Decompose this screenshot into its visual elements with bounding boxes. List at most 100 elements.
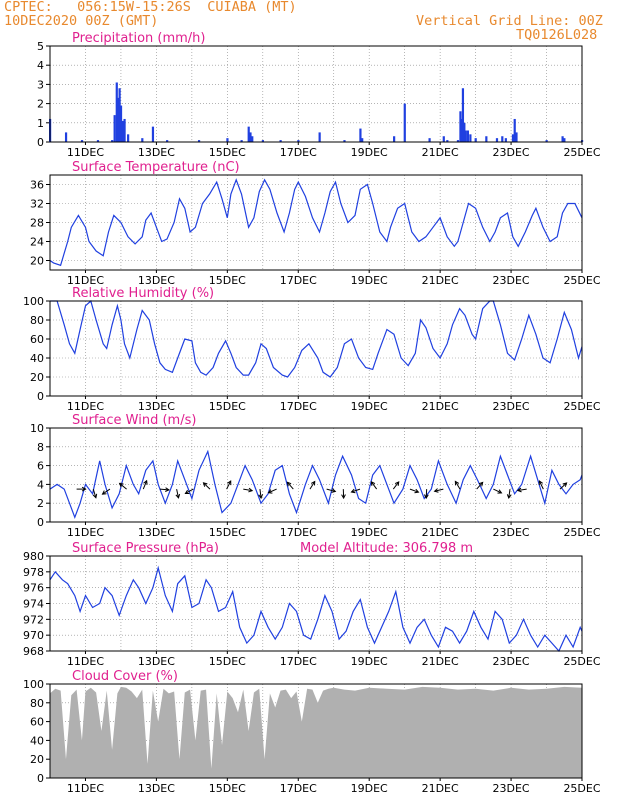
x-tick-label: 11DEC xyxy=(67,782,104,795)
precip-bar xyxy=(240,140,243,142)
y-tick-label: 0 xyxy=(37,772,44,785)
x-tick-label: 21DEC xyxy=(422,655,459,668)
series-line xyxy=(49,178,583,267)
x-tick-label: 25DEC xyxy=(563,146,600,159)
wind-arrow xyxy=(370,481,378,490)
wind-arrow-head xyxy=(258,494,263,500)
x-tick-label: 17DEC xyxy=(280,274,317,287)
y-tick-label: 100 xyxy=(23,295,44,308)
x-tick-label: 15DEC xyxy=(209,274,246,287)
x-tick-label: 17DEC xyxy=(280,526,317,539)
x-tick-label: 19DEC xyxy=(351,146,388,159)
wind-arrow-head xyxy=(562,482,568,487)
precip-bar xyxy=(111,140,114,142)
wind-arrow xyxy=(243,488,253,492)
y-tick-label: 2 xyxy=(37,98,44,111)
y-tick-label: 60 xyxy=(30,333,44,346)
x-tick-label: 25DEC xyxy=(563,400,600,413)
x-tick-label: 13DEC xyxy=(138,526,175,539)
precip-bar xyxy=(466,130,469,142)
x-tick-label: 17DEC xyxy=(280,400,317,413)
precip-bar xyxy=(513,118,516,142)
panel-title: Surface Wind (m/s) xyxy=(72,413,196,428)
wind-arrow-head xyxy=(286,481,292,487)
wind-arrow xyxy=(434,488,444,492)
wind-arrow xyxy=(185,488,194,494)
panel-title: Surface Temperature (nC) xyxy=(72,160,240,175)
precip-bar xyxy=(501,136,504,142)
wind-arrow-head xyxy=(92,493,98,499)
y-tick-label: 3 xyxy=(37,78,44,91)
x-tick-label: 15DEC xyxy=(209,400,246,413)
wind-arrow-head xyxy=(118,482,124,488)
y-tick-label: 1 xyxy=(37,117,44,130)
wind-arrow xyxy=(454,481,461,490)
wind-arrow-head xyxy=(101,490,107,495)
x-tick-label: 19DEC xyxy=(351,400,388,413)
x-tick-label: 17DEC xyxy=(280,782,317,795)
x-tick-label: 15DEC xyxy=(209,526,246,539)
x-tick-label: 23DEC xyxy=(493,146,530,159)
wind-arrow-head xyxy=(506,494,512,500)
precip-bar xyxy=(247,126,250,142)
y-tick-label: 20 xyxy=(30,371,44,384)
precip-bar xyxy=(318,132,321,142)
wind-arrow xyxy=(538,480,544,490)
precip-bar xyxy=(442,136,445,142)
precip-bar xyxy=(118,88,121,142)
x-tick-label: 23DEC xyxy=(493,782,530,795)
wind-arrow xyxy=(102,488,111,495)
y-tick-label: 40 xyxy=(30,352,44,365)
y-tick-label: 40 xyxy=(30,734,44,747)
wind-arrow-head xyxy=(424,494,429,500)
wind-arrow xyxy=(508,489,511,499)
wind-arrow xyxy=(326,488,336,492)
x-tick-label: 13DEC xyxy=(138,400,175,413)
wind-arrow xyxy=(119,483,127,490)
x-tick-label: 25DEC xyxy=(563,526,600,539)
wind-arrow-head xyxy=(341,494,346,500)
y-tick-label: 0 xyxy=(37,390,44,403)
precip-bar xyxy=(279,140,282,142)
x-tick-label: 11DEC xyxy=(67,400,104,413)
wind-arrow xyxy=(392,481,400,490)
precip-bar xyxy=(463,122,466,142)
y-tick-label: 972 xyxy=(23,613,44,626)
precip-bar xyxy=(123,118,126,142)
precip-bar xyxy=(561,136,564,142)
wind-arrow-head xyxy=(414,488,420,494)
wind-arrow xyxy=(351,488,361,493)
y-tick-label: 28 xyxy=(30,217,44,230)
precip-bar xyxy=(403,103,406,142)
wind-arrow xyxy=(92,488,97,498)
panel-5: 0 20 40 60 80 100 11DEC 13DEC 15DEC 17DEC 19DEC 21D… xyxy=(23,669,601,795)
x-tick-label: 19DEC xyxy=(351,274,388,287)
wind-arrow xyxy=(517,488,527,492)
grid-note: Vertical Grid Line: 00Z xyxy=(416,13,603,29)
wind-arrow xyxy=(559,482,567,490)
precip-bar xyxy=(515,132,518,142)
wind-arrow-head xyxy=(227,480,232,486)
y-tick-label: 0 xyxy=(37,516,44,529)
y-tick-label: 0 xyxy=(37,136,44,149)
y-tick-label: 974 xyxy=(23,598,44,611)
x-tick-label: 15DEC xyxy=(209,782,246,795)
wind-arrow xyxy=(259,489,262,499)
y-tick-label: 970 xyxy=(23,629,44,642)
x-tick-label: 15DEC xyxy=(209,655,246,668)
panel-frame xyxy=(49,174,583,271)
y-tick-label: 968 xyxy=(23,645,44,658)
precip-bar xyxy=(359,128,362,142)
wind-arrow xyxy=(409,488,419,493)
panel-frame xyxy=(49,683,583,779)
precip-bar xyxy=(474,138,477,142)
x-tick-label: 13DEC xyxy=(138,146,175,159)
x-tick-label: 21DEC xyxy=(422,274,459,287)
y-tick-label: 20 xyxy=(30,753,44,766)
wind-arrow xyxy=(142,480,148,490)
x-tick-label: 21DEC xyxy=(422,146,459,159)
x-tick-label: 13DEC xyxy=(138,782,175,795)
x-tick-label: 13DEC xyxy=(138,274,175,287)
x-tick-label: 15DEC xyxy=(209,146,246,159)
panel-frame xyxy=(49,45,583,143)
